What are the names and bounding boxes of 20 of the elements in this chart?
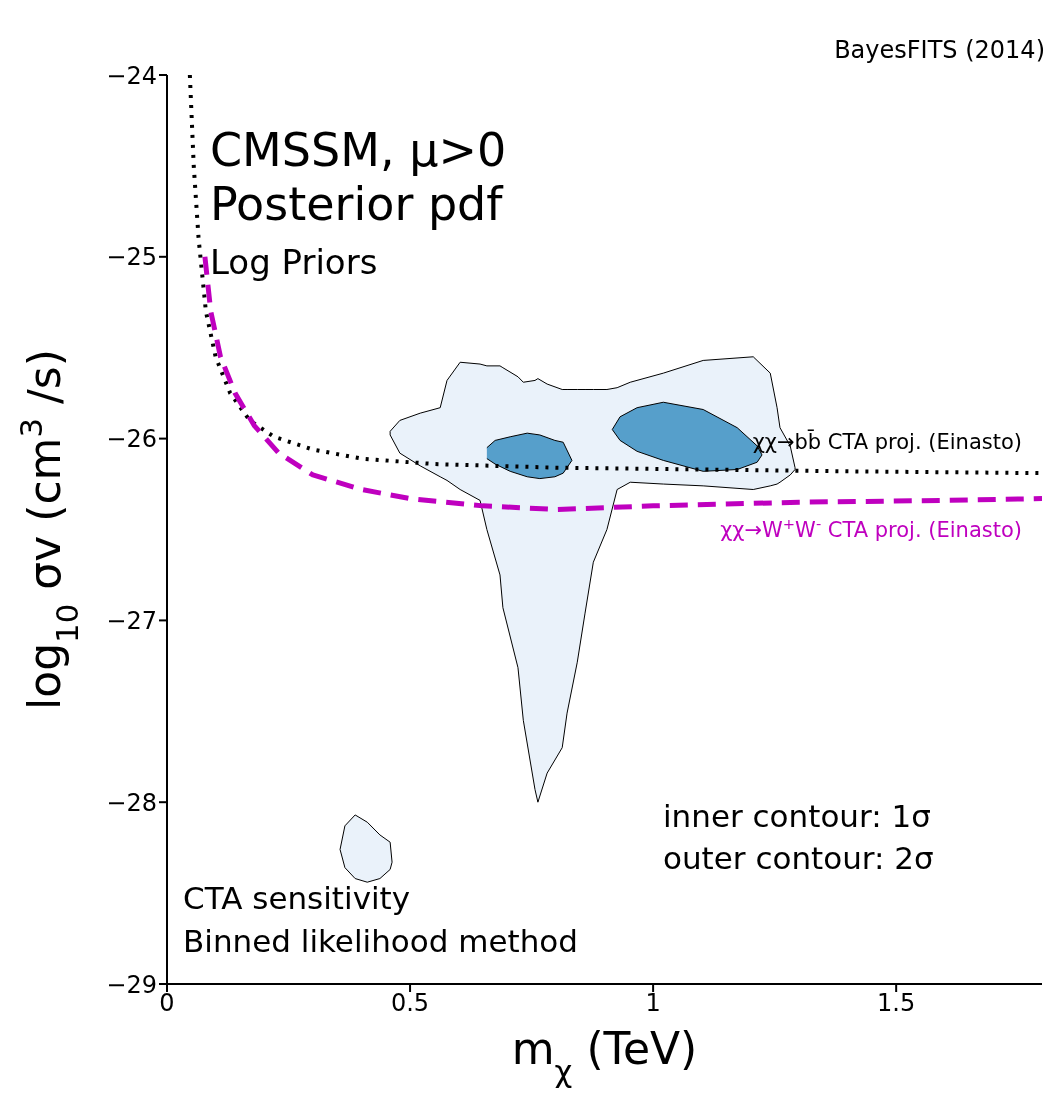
annotation: Posterior pdf bbox=[210, 177, 503, 231]
x-axis-title: m$_{χ}$ (TeV) bbox=[511, 1023, 698, 1089]
y-tick-label: −25 bbox=[106, 243, 157, 272]
annotation: Log Priors bbox=[210, 242, 378, 282]
x-tick-label: 0 bbox=[159, 989, 175, 1018]
x-tick-label: 1.5 bbox=[877, 989, 916, 1018]
y-tick-label: −29 bbox=[106, 970, 157, 999]
y-tick-label: −24 bbox=[106, 61, 157, 90]
y-tick-label: −26 bbox=[106, 425, 157, 454]
annotation: Binned likelihood method bbox=[183, 923, 578, 959]
annotation: outer contour: 2σ bbox=[663, 840, 934, 876]
annotation: CMSSM, μ>0 bbox=[210, 123, 507, 177]
series-label: χχ→W$^{+}$W$^{-}$ CTA proj. (Einasto) bbox=[720, 514, 1022, 542]
x-tick-label: 0.5 bbox=[390, 989, 430, 1018]
x-tick-label: 1 bbox=[645, 989, 661, 1018]
annotation: inner contour: 1σ bbox=[663, 798, 931, 834]
y-tick-label: −27 bbox=[106, 606, 157, 635]
annotation: CTA sensitivity bbox=[183, 880, 411, 916]
chart-title: BayesFITS (2014) bbox=[834, 36, 1045, 64]
y-tick-label: −28 bbox=[106, 788, 157, 817]
